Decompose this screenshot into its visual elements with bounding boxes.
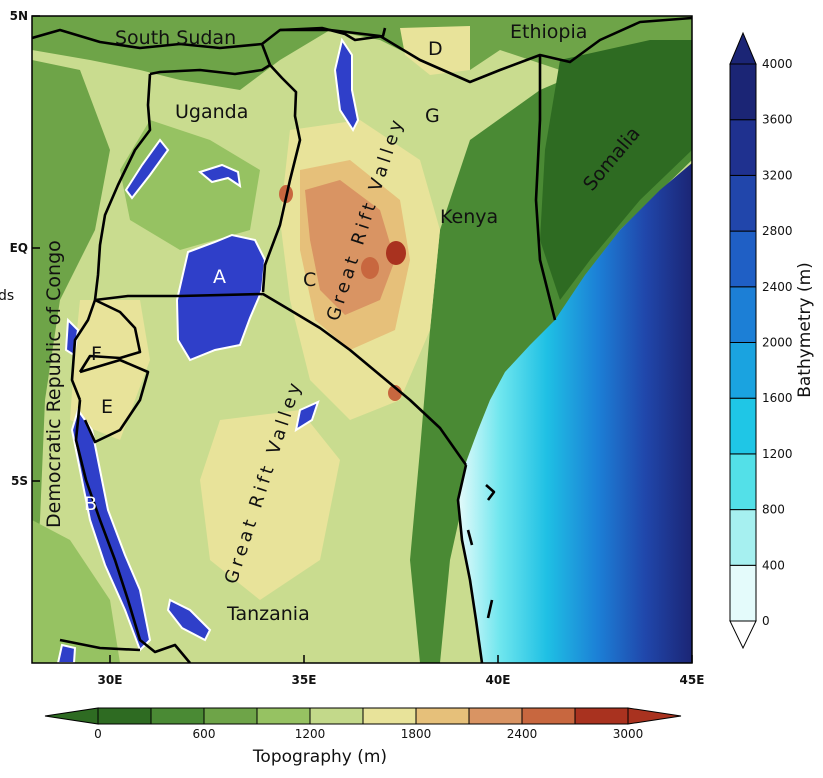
region-letter-f: F [91,343,102,365]
region-letter-c: C [303,269,316,291]
highland-tanzania [200,410,340,600]
topography-bar-ticks: 0 600 1200 1800 2400 3000 [94,727,643,741]
label-tanzania: Tanzania [226,603,310,625]
topography-bar-segment [574,707,629,725]
bathymetry-bar-max-arrow [729,31,757,65]
lake-a [175,233,267,362]
cut-off-label: ds [0,288,14,304]
bathymetry-bar-segment [729,397,757,455]
bathymetry-colorbar: 040080012001600200024002800320036004000 … [729,31,815,650]
region-letter-a: A [213,266,226,288]
bathymetry-bar-segment [729,230,757,288]
bathymetry-bar-tick-label: 1600 [762,391,793,405]
lake-albert [124,138,170,200]
lon-tick-45e: 45E [680,673,705,687]
topography-bar-segment [521,707,576,725]
bathymetry-bar-tick-label: 2800 [762,224,793,238]
bathymetry-bar-tick-label: 3200 [762,168,793,182]
label-drc: Democratic Republic of Congo [43,240,65,528]
topography-bar-title: Topography (m) [252,747,387,767]
topography-bar-segment [309,707,364,725]
bathymetry-bar-tick-label: 800 [762,503,785,517]
indian-ocean [458,163,692,663]
bathymetry-bar-segment [729,342,757,399]
bathymetry-bar-segments [729,63,757,622]
lat-tick-5n: 5N [10,9,28,23]
bathymetry-bar-tick-label: 1200 [762,447,793,461]
topography-bar-segments [97,707,629,725]
topography-colorbar: 0 600 1200 1800 2400 3000 Topography (m) [44,707,682,767]
label-south-sudan: South Sudan [115,27,236,49]
map-frame [31,15,693,664]
bathymetry-bar-ticks: 0 400 800 1200 1600 2000 2400 2800 3200 3600 4000 [762,57,793,628]
highland-kenya-high [305,180,395,315]
lake-rift-north [333,37,360,133]
map-panel [32,16,692,663]
label-uganda: Uganda [175,101,248,123]
topography-bar-tick-label: 2400 [507,727,538,741]
label-kenya: Kenya [440,206,498,228]
bathymetry-bar-tick-label: 4000 [762,57,793,71]
topography-bar-segment [415,707,470,725]
topography-bar-segment [468,707,523,725]
bathymetry-bar-tick-label: 0 [762,614,770,628]
lat-tick-5s: 5S [11,474,28,488]
lowland-north [32,16,692,110]
topography-bar-min-arrow [44,707,99,725]
region-letter-b: B [84,493,97,515]
topography-bar-segment [203,707,258,725]
lake-kyoga [197,163,242,189]
region-letter-g: G [425,105,440,127]
peak-2 [361,257,379,279]
lon-tick-35e: 35E [292,673,317,687]
lake-south [166,598,212,642]
topography-bar-tick-label: 600 [193,727,216,741]
lake-southwest [56,643,77,663]
bathymetry-bar-segment [729,174,757,232]
lat-tick-eq: EQ [10,241,28,255]
bathymetry-bar-segment [729,453,757,511]
topography-bar-tick-label: 1800 [401,727,432,741]
lon-tick-40e: 40E [486,673,511,687]
bathymetry-bar-segment [729,63,757,121]
region-letter-d: D [428,38,443,60]
bathymetry-bar-title: Bathymetry (m) [795,262,815,398]
bathymetry-bar-tick-label: 2000 [762,336,793,350]
bathymetry-bar-tick-label: 3600 [762,113,793,127]
label-ethiopia: Ethiopia [510,21,587,43]
axis-tick-marks [32,15,693,663]
region-letter-e: E [101,396,113,418]
country-borders [32,16,692,663]
topography-bar-segment [362,707,417,725]
bathymetry-bar-tick-label: 400 [762,558,785,572]
topography-bar-segment [97,707,152,725]
bathymetry-bar-tick-label: 2400 [762,280,793,294]
bathymetry-bar-segment [729,119,757,176]
topography-bar-max-arrow [627,707,682,725]
lon-tick-30e: 30E [98,673,123,687]
bathymetry-bar-segment [729,509,757,566]
topography-bar-segment [256,707,311,725]
topography-bar-tick-label: 3000 [613,727,644,741]
lowland-west [32,60,110,600]
bathymetry-bar-min-arrow [729,620,757,650]
highland-ethiopia [400,26,470,75]
highland-west [70,300,150,440]
peak-1 [386,241,406,265]
bathymetry-bar-segment [729,564,757,622]
bathymetry-bar-segment [729,286,757,343]
topography-bar-tick-label: 0 [94,727,102,741]
lake-rift-south [294,400,320,433]
lowland-southwest [32,520,120,663]
lowland-northeast-dark [540,40,692,300]
topography-bar-tick-label: 1200 [295,727,326,741]
topography-bar-segment [150,707,205,725]
